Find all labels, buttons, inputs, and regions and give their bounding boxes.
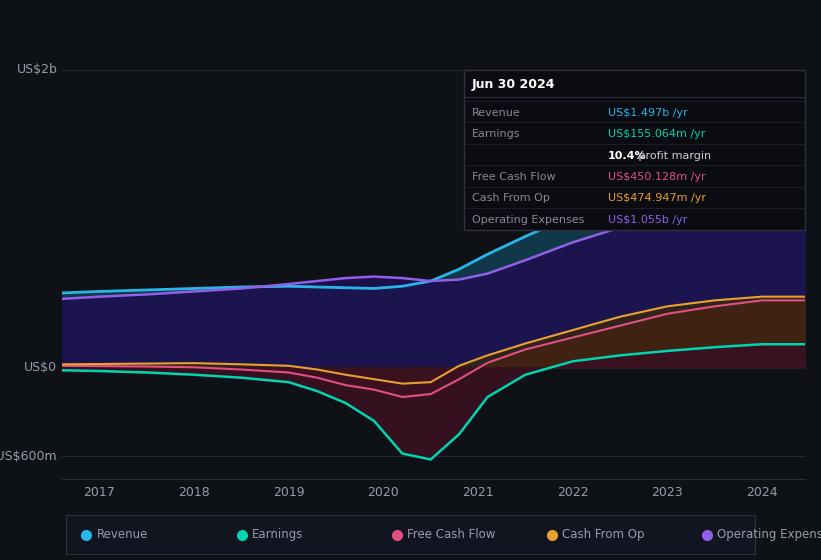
Text: 10.4%: 10.4%	[608, 151, 646, 161]
Text: Cash From Op: Cash From Op	[562, 528, 644, 542]
Text: profit margin: profit margin	[635, 151, 711, 161]
Text: Free Cash Flow: Free Cash Flow	[407, 528, 495, 542]
Text: Earnings: Earnings	[252, 528, 303, 542]
Text: US$2b: US$2b	[16, 63, 57, 76]
Text: Revenue: Revenue	[472, 108, 521, 118]
Text: Free Cash Flow: Free Cash Flow	[472, 172, 556, 182]
Text: Revenue: Revenue	[97, 528, 148, 542]
Text: Cash From Op: Cash From Op	[472, 193, 550, 203]
Text: US$1.497b /yr: US$1.497b /yr	[608, 108, 687, 118]
Text: Jun 30 2024: Jun 30 2024	[472, 78, 556, 91]
Text: US$0: US$0	[25, 361, 57, 374]
Text: US$1.055b /yr: US$1.055b /yr	[608, 215, 687, 225]
Text: -US$600m: -US$600m	[0, 450, 57, 463]
Text: Operating Expenses: Operating Expenses	[718, 528, 821, 542]
Text: Earnings: Earnings	[472, 129, 521, 139]
Text: US$155.064m /yr: US$155.064m /yr	[608, 129, 705, 139]
Text: Operating Expenses: Operating Expenses	[472, 215, 585, 225]
Text: US$474.947m /yr: US$474.947m /yr	[608, 193, 705, 203]
Text: US$450.128m /yr: US$450.128m /yr	[608, 172, 705, 182]
